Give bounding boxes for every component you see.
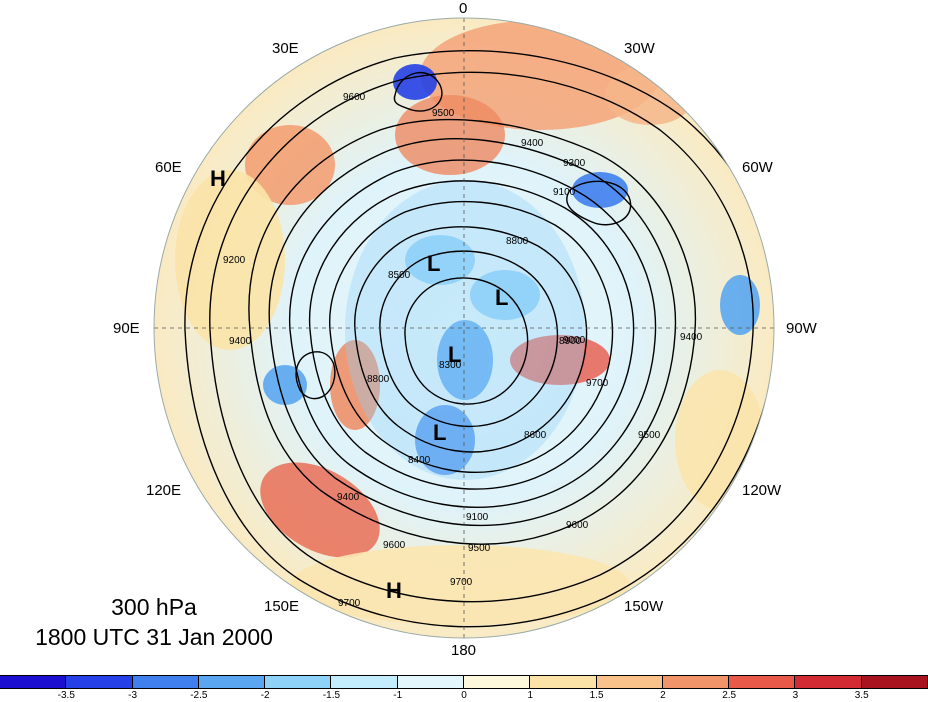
colorbar-swatch (662, 676, 730, 688)
contour-label: 9600 (566, 520, 589, 531)
pressure-level-title: 300 hPa (111, 594, 197, 620)
colorbar (0, 675, 928, 689)
colorbar-tick-label: -1 (393, 690, 403, 701)
colorbar-swatch (463, 676, 531, 688)
colorbar-swatch (0, 676, 67, 688)
contour-label: 9500 (432, 108, 455, 119)
contour-label: 8300 (439, 360, 462, 371)
contour-label: 8800 (367, 374, 390, 385)
colorbar-tick-label: -2.5 (190, 690, 208, 701)
contour-label: 9200 (223, 255, 246, 266)
contour-label: 9700 (450, 577, 473, 588)
contour-label: 9400 (337, 492, 360, 503)
contour-label: 8500 (388, 270, 411, 281)
contour-label: 9400 (680, 332, 703, 343)
contour-label: 8900 (559, 336, 582, 347)
low-pressure-marker: L (495, 285, 509, 310)
lon-label-60e: 60E (155, 159, 182, 176)
colorbar-swatch (861, 676, 928, 688)
low-pressure-marker: L (427, 251, 441, 276)
valid-time-title: 1800 UTC 31 Jan 2000 (35, 624, 273, 650)
lon-label-120e: 120E (146, 482, 182, 499)
colorbar-swatch (596, 676, 663, 688)
contour-label: 9300 (563, 158, 586, 169)
colorbar-tick-label: 2.5 (722, 690, 737, 701)
lon-label-120w: 120W (742, 482, 782, 499)
contour-label: 9600 (343, 92, 366, 103)
colorbar-swatch (198, 676, 266, 688)
colorbar-tick-label: -3 (128, 690, 138, 701)
colorbar-swatch (331, 676, 398, 688)
contour-label: 8800 (506, 236, 529, 247)
colorbar-swatch (265, 676, 332, 688)
lon-label-150w: 150W (624, 598, 664, 615)
contour-label: 9700 (338, 598, 361, 609)
colorbar-swatch (530, 676, 597, 688)
low-pressure-marker: L (448, 342, 462, 367)
lon-label-180: 180 (451, 642, 477, 659)
colorbar-swatch (795, 676, 862, 688)
contour-label: 9600 (383, 540, 406, 551)
colorbar-tick-label: 3 (792, 690, 799, 701)
lon-label-90e: 90E (113, 320, 140, 337)
contour-label: 9700 (586, 378, 609, 389)
colorbar-tick-label: 1.5 (589, 690, 604, 701)
high-pressure-marker: H (210, 166, 226, 191)
colorbar-swatch (397, 676, 464, 688)
contour-label: 8600 (524, 430, 547, 441)
colorbar-swatch (66, 676, 133, 688)
contour-label: 9500 (638, 430, 661, 441)
colorbar-tick-label: -3.5 (57, 690, 75, 701)
colorbar-tick-label: -2 (260, 690, 270, 701)
colorbar-labels: -3.5 -3 -2.5 -2 -1.5 -1 0 1 1.5 2 2.5 3 3.5 (0, 690, 928, 702)
colorbar-tick-label: 3.5 (854, 690, 869, 701)
height-contours (184, 50, 774, 628)
map-boundary (153, 17, 775, 639)
high-pressure-marker: H (386, 578, 402, 603)
lon-label-30w: 30W (624, 40, 655, 57)
anomaly-field (154, 18, 774, 638)
low-pressure-marker: L (433, 420, 447, 445)
contour-label: 9000 (563, 335, 586, 346)
contour-label: 9400 (521, 138, 544, 149)
lon-label-150e: 150E (264, 598, 300, 615)
contour-label: 8400 (408, 455, 431, 466)
colorbar-tick-label: 2 (660, 690, 666, 701)
contour-label: 9400 (229, 336, 252, 347)
colorbar-tick-label: -1.5 (322, 690, 341, 701)
colorbar-tick-label: 1 (527, 690, 534, 701)
colorbar-swatch (729, 676, 796, 688)
lon-label-90w: 90W (786, 320, 817, 337)
contour-label: 9500 (468, 543, 491, 554)
lon-label-30e: 30E (272, 40, 299, 57)
contour-label: 9100 (553, 187, 576, 198)
colorbar-swatch (132, 676, 199, 688)
lon-label-0: 0 (459, 0, 468, 17)
lon-label-60w: 60W (742, 159, 773, 176)
contour-label: 9100 (466, 512, 489, 523)
colorbar-tick-label: 0 (461, 690, 467, 701)
